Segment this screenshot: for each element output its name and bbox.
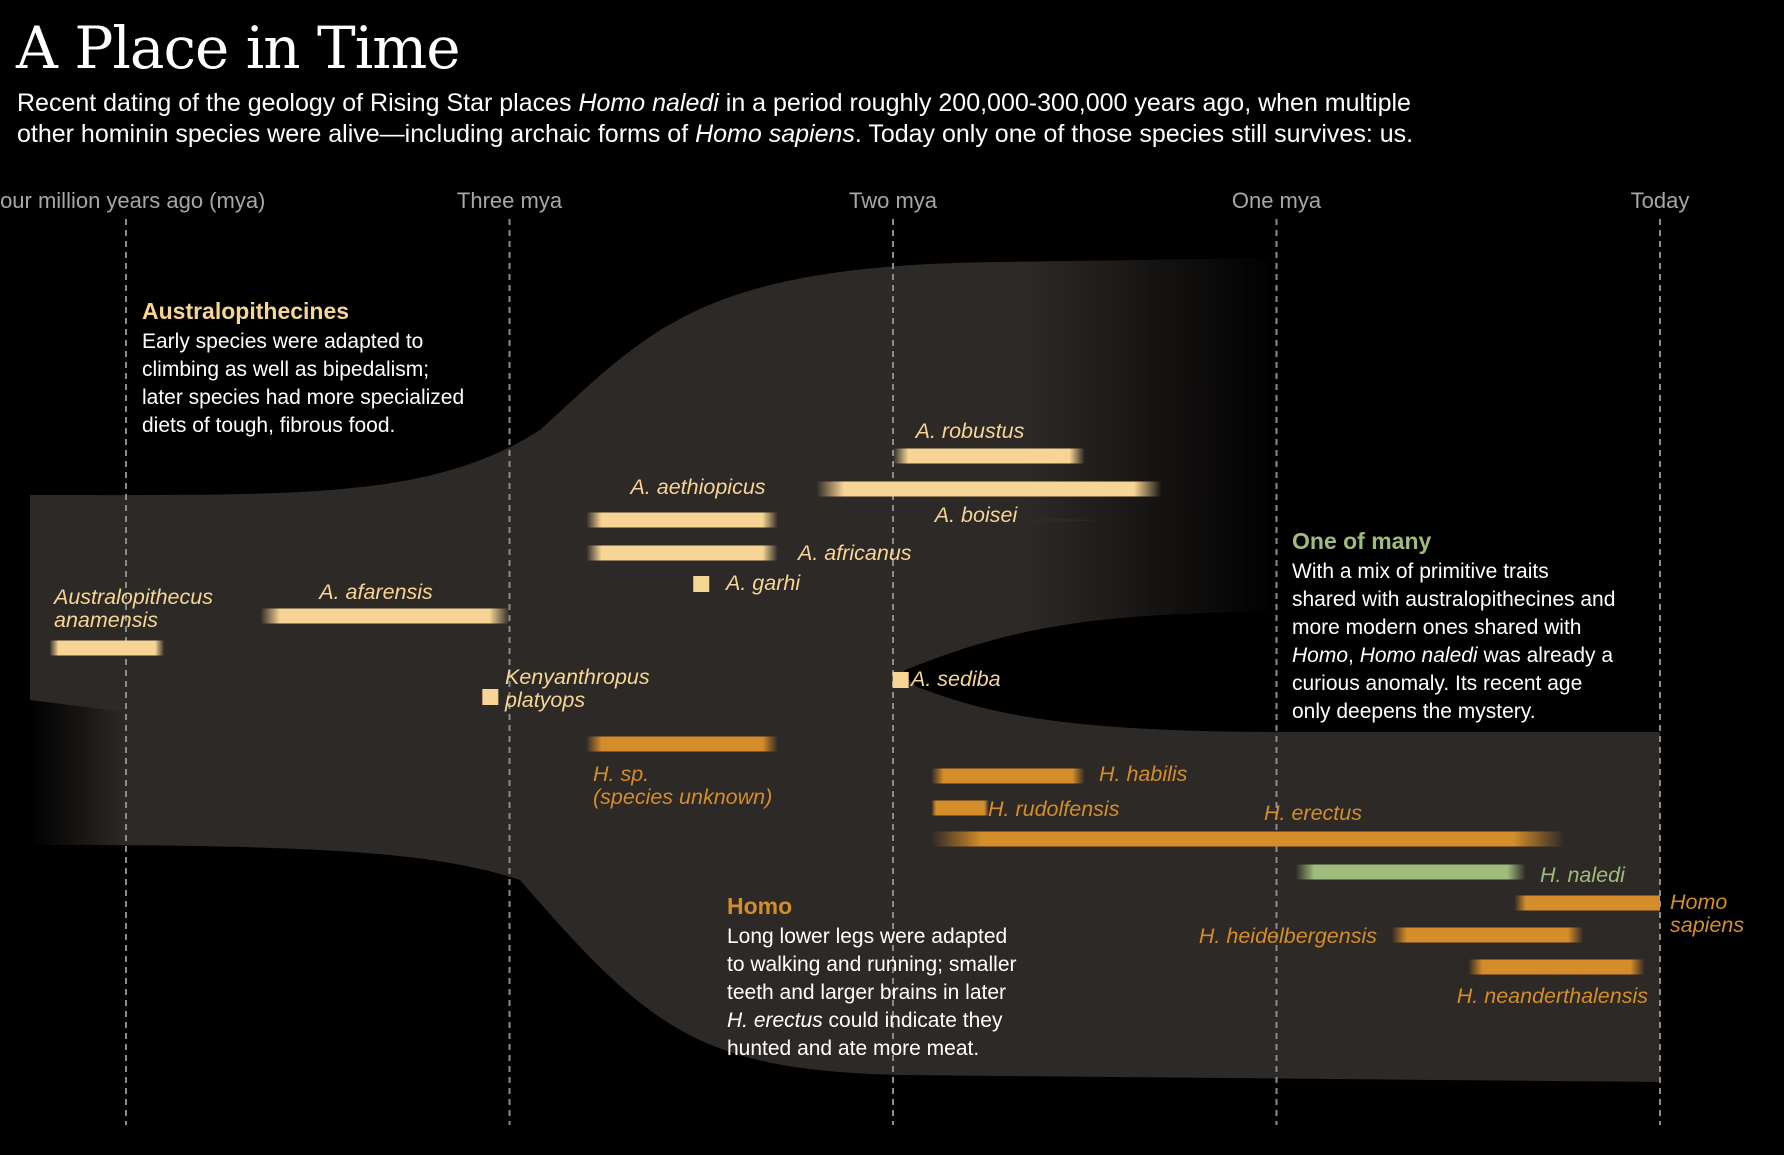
bar-homo-sapiens <box>1514 895 1660 911</box>
species-h-erectus: H. erectus <box>931 801 1565 847</box>
annotation-title: Homo <box>727 893 792 919</box>
species-label: A. boisei <box>933 503 1019 527</box>
species-label: H. sp. (species unknown) <box>593 762 772 809</box>
species-australopithecus-anamensis: Australopithecus anamensis <box>49 585 213 656</box>
bar-a-boisei <box>816 481 1162 497</box>
species-label: A. sediba <box>909 667 1001 691</box>
species-a-boisei: A. boisei <box>816 481 1162 527</box>
species-label: A. garhi <box>724 571 801 595</box>
annotation-body: With a mix of primitive traits shared wit… <box>1292 560 1615 723</box>
axis-tick-label: Today <box>1631 188 1690 213</box>
bar-a-africanus <box>586 545 778 561</box>
bar-h-sp-species-unknown <box>586 736 778 752</box>
species-kenyanthropus-platyops: Kenyanthropus platyops <box>482 665 650 712</box>
bar-h-naledi <box>1295 864 1526 880</box>
species-label: H. neanderthalensis <box>1457 984 1648 1008</box>
species-label: Homo sapiens <box>1670 890 1744 937</box>
point-a-garhi <box>693 576 710 592</box>
species-label: Kenyanthropus platyops <box>504 665 650 712</box>
point-a-sediba <box>892 672 909 688</box>
species-h-neanderthalensis: H. neanderthalensis <box>1457 959 1648 1008</box>
species-label: H. rudolfensis <box>988 797 1120 821</box>
species-a-robustus: A. robustus <box>893 419 1085 464</box>
species-label: A. aethiopicus <box>628 475 765 499</box>
species-a-garhi: A. garhi <box>693 571 801 595</box>
axis-tick-label: Four million years ago (mya) <box>0 188 265 213</box>
band-main <box>30 495 1660 1082</box>
species-h-sp-species-unknown: H. sp. (species unknown) <box>586 736 778 809</box>
annotation-one-of-many: One of many With a mix of primitive trait… <box>1292 528 1615 723</box>
bar-a-aethiopicus <box>586 512 778 528</box>
species-label: Australopithecus anamensis <box>52 585 213 632</box>
bar-h-habilis <box>931 768 1085 784</box>
species-a-aethiopicus: A. aethiopicus <box>586 475 778 528</box>
annotation-body: Early species were adapted to climbing as… <box>142 330 464 437</box>
species-label: H. erectus <box>1264 801 1362 825</box>
bar-h-heidelbergensis <box>1391 927 1584 943</box>
species-marks: Australopithecus anamensis A. afarensis Ken… <box>49 419 1744 1008</box>
bar-australopithecus-anamensis <box>49 640 165 656</box>
annotation-title: Australopithecines <box>142 298 349 324</box>
bar-h-rudolfensis <box>931 800 989 816</box>
species-h-rudolfensis: H. rudolfensis <box>931 797 1120 821</box>
species-a-afarensis: A. afarensis <box>260 580 510 624</box>
axis-tick-label: Three mya <box>457 188 563 213</box>
annotations: Australopithecines Early species were ada… <box>142 298 1615 1060</box>
species-h-naledi: H. naledi <box>1295 863 1626 887</box>
species-label: H. naledi <box>1540 863 1626 887</box>
species-label: A. africanus <box>796 541 912 565</box>
annotation-title: One of many <box>1292 528 1432 554</box>
annotation-australopithecines: Australopithecines Early species were ada… <box>142 298 464 437</box>
point-kenyanthropus-platyops <box>482 689 499 705</box>
bar-h-neanderthalensis <box>1468 959 1645 975</box>
species-label: A. robustus <box>914 419 1025 443</box>
bar-h-erectus <box>931 831 1565 847</box>
bar-a-robustus <box>893 448 1085 464</box>
species-label: A. afarensis <box>317 580 433 604</box>
page-title: A Place in Time <box>16 14 461 82</box>
annotation-body: Long lower legs were adapted to walking a… <box>727 925 1017 1060</box>
species-label: H. habilis <box>1099 762 1188 786</box>
species-h-heidelbergensis: H. heidelbergensis <box>1199 924 1584 948</box>
species-a-africanus: A. africanus <box>586 541 912 565</box>
species-label: H. heidelbergensis <box>1199 924 1377 948</box>
species-homo-sapiens: Homo sapiens <box>1514 890 1744 937</box>
species-h-habilis: H. habilis <box>931 762 1188 786</box>
species-a-sediba: A. sediba <box>892 667 1001 691</box>
bar-a-afarensis <box>260 608 510 624</box>
axis-tick-label: One mya <box>1232 188 1322 213</box>
lineage-bands <box>30 258 1660 1082</box>
page-subtitle: Recent dating of the geology of Rising S… <box>17 89 1414 148</box>
axis-tick-label: Two mya <box>849 188 938 213</box>
annotation-homo: Homo Long lower legs were adapted to walki… <box>727 893 1017 1060</box>
